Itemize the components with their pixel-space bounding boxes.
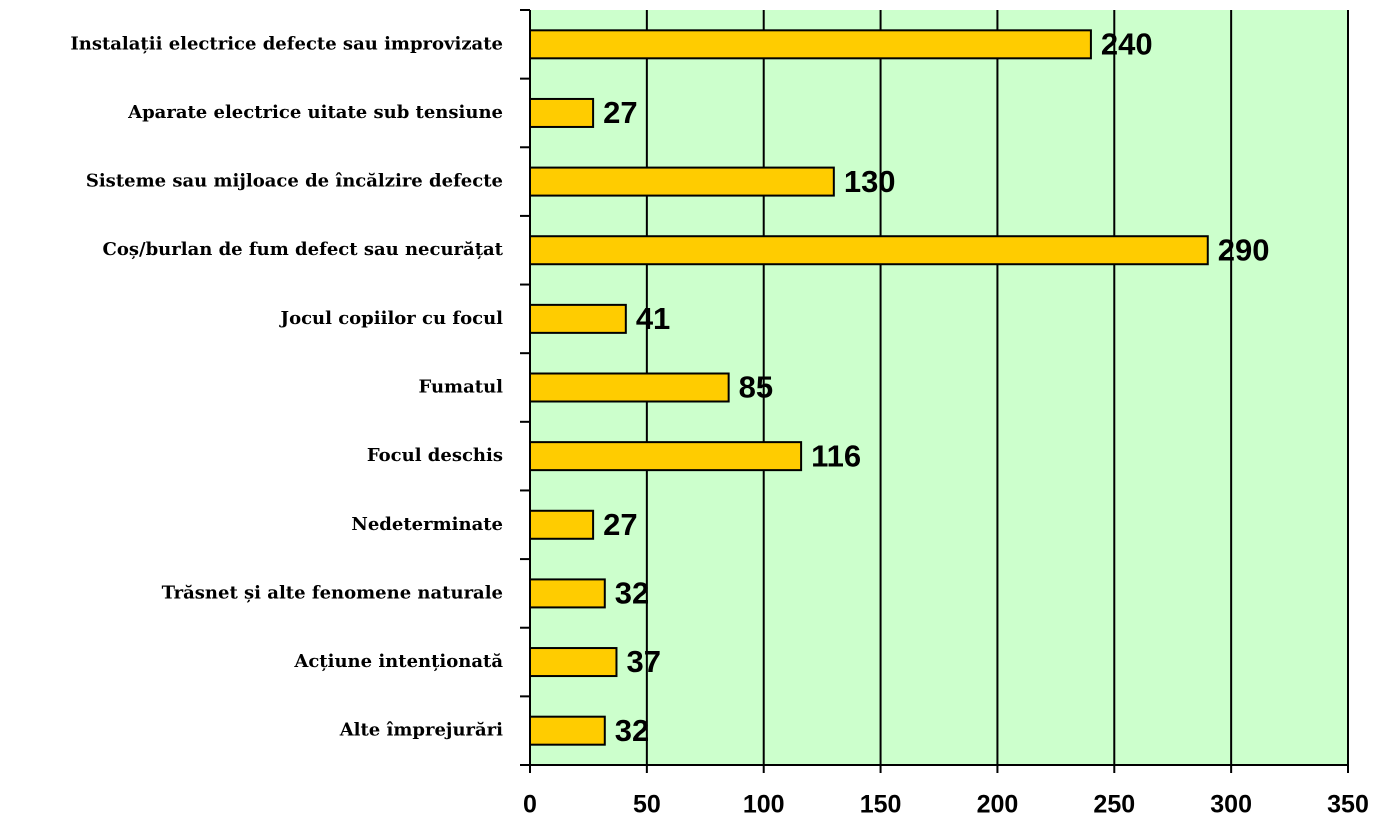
value-label: 290 — [1218, 232, 1270, 267]
category-label: Nedeterminate — [351, 514, 503, 535]
bar — [529, 235, 1209, 266]
value-label: 32 — [615, 713, 649, 748]
bar — [529, 509, 595, 540]
category-label: Trăsnet și alte fenomene naturale — [162, 582, 503, 603]
value-label: 116 — [811, 438, 861, 473]
value-label: 32 — [615, 576, 649, 611]
category-label: Focul deschis — [367, 445, 503, 466]
category-label: Instalații electrice defecte sau improvi… — [70, 33, 503, 54]
category-label: Aparate electrice uitate sub tensiune — [127, 102, 503, 123]
value-label: 27 — [603, 507, 637, 542]
category-label: Jocul copiilor cu focul — [279, 308, 504, 329]
x-tick-label: 150 — [860, 791, 902, 816]
bar — [529, 97, 595, 128]
category-label: Alte împrejurări — [339, 720, 503, 741]
bar — [529, 29, 1092, 60]
x-tick-label: 350 — [1327, 791, 1369, 816]
x-tick-label: 300 — [1210, 791, 1252, 816]
x-tick-label: 0 — [523, 791, 537, 816]
value-label: 130 — [844, 164, 896, 199]
value-label: 240 — [1101, 27, 1153, 62]
bar — [529, 647, 618, 678]
x-tick-label: 100 — [743, 791, 785, 816]
x-tick-label: 250 — [1093, 791, 1135, 816]
bar — [529, 372, 730, 403]
bar — [529, 441, 803, 472]
bar — [529, 166, 835, 197]
category-label: Fumatul — [419, 377, 504, 398]
category-label: Sisteme sau mijloace de încălzire defect… — [86, 171, 503, 192]
bar — [529, 715, 606, 746]
x-tick-label: 200 — [977, 791, 1019, 816]
value-label: 85 — [739, 370, 773, 405]
value-label: 41 — [636, 301, 670, 336]
bar — [529, 578, 606, 609]
value-label: 27 — [603, 95, 637, 130]
category-label: Acțiune intenționată — [293, 651, 503, 672]
value-label: 37 — [626, 644, 660, 679]
bar — [529, 303, 627, 334]
x-tick-label: 50 — [633, 791, 661, 816]
category-label: Coș/burlan de fum defect sau necurățat — [103, 239, 504, 260]
